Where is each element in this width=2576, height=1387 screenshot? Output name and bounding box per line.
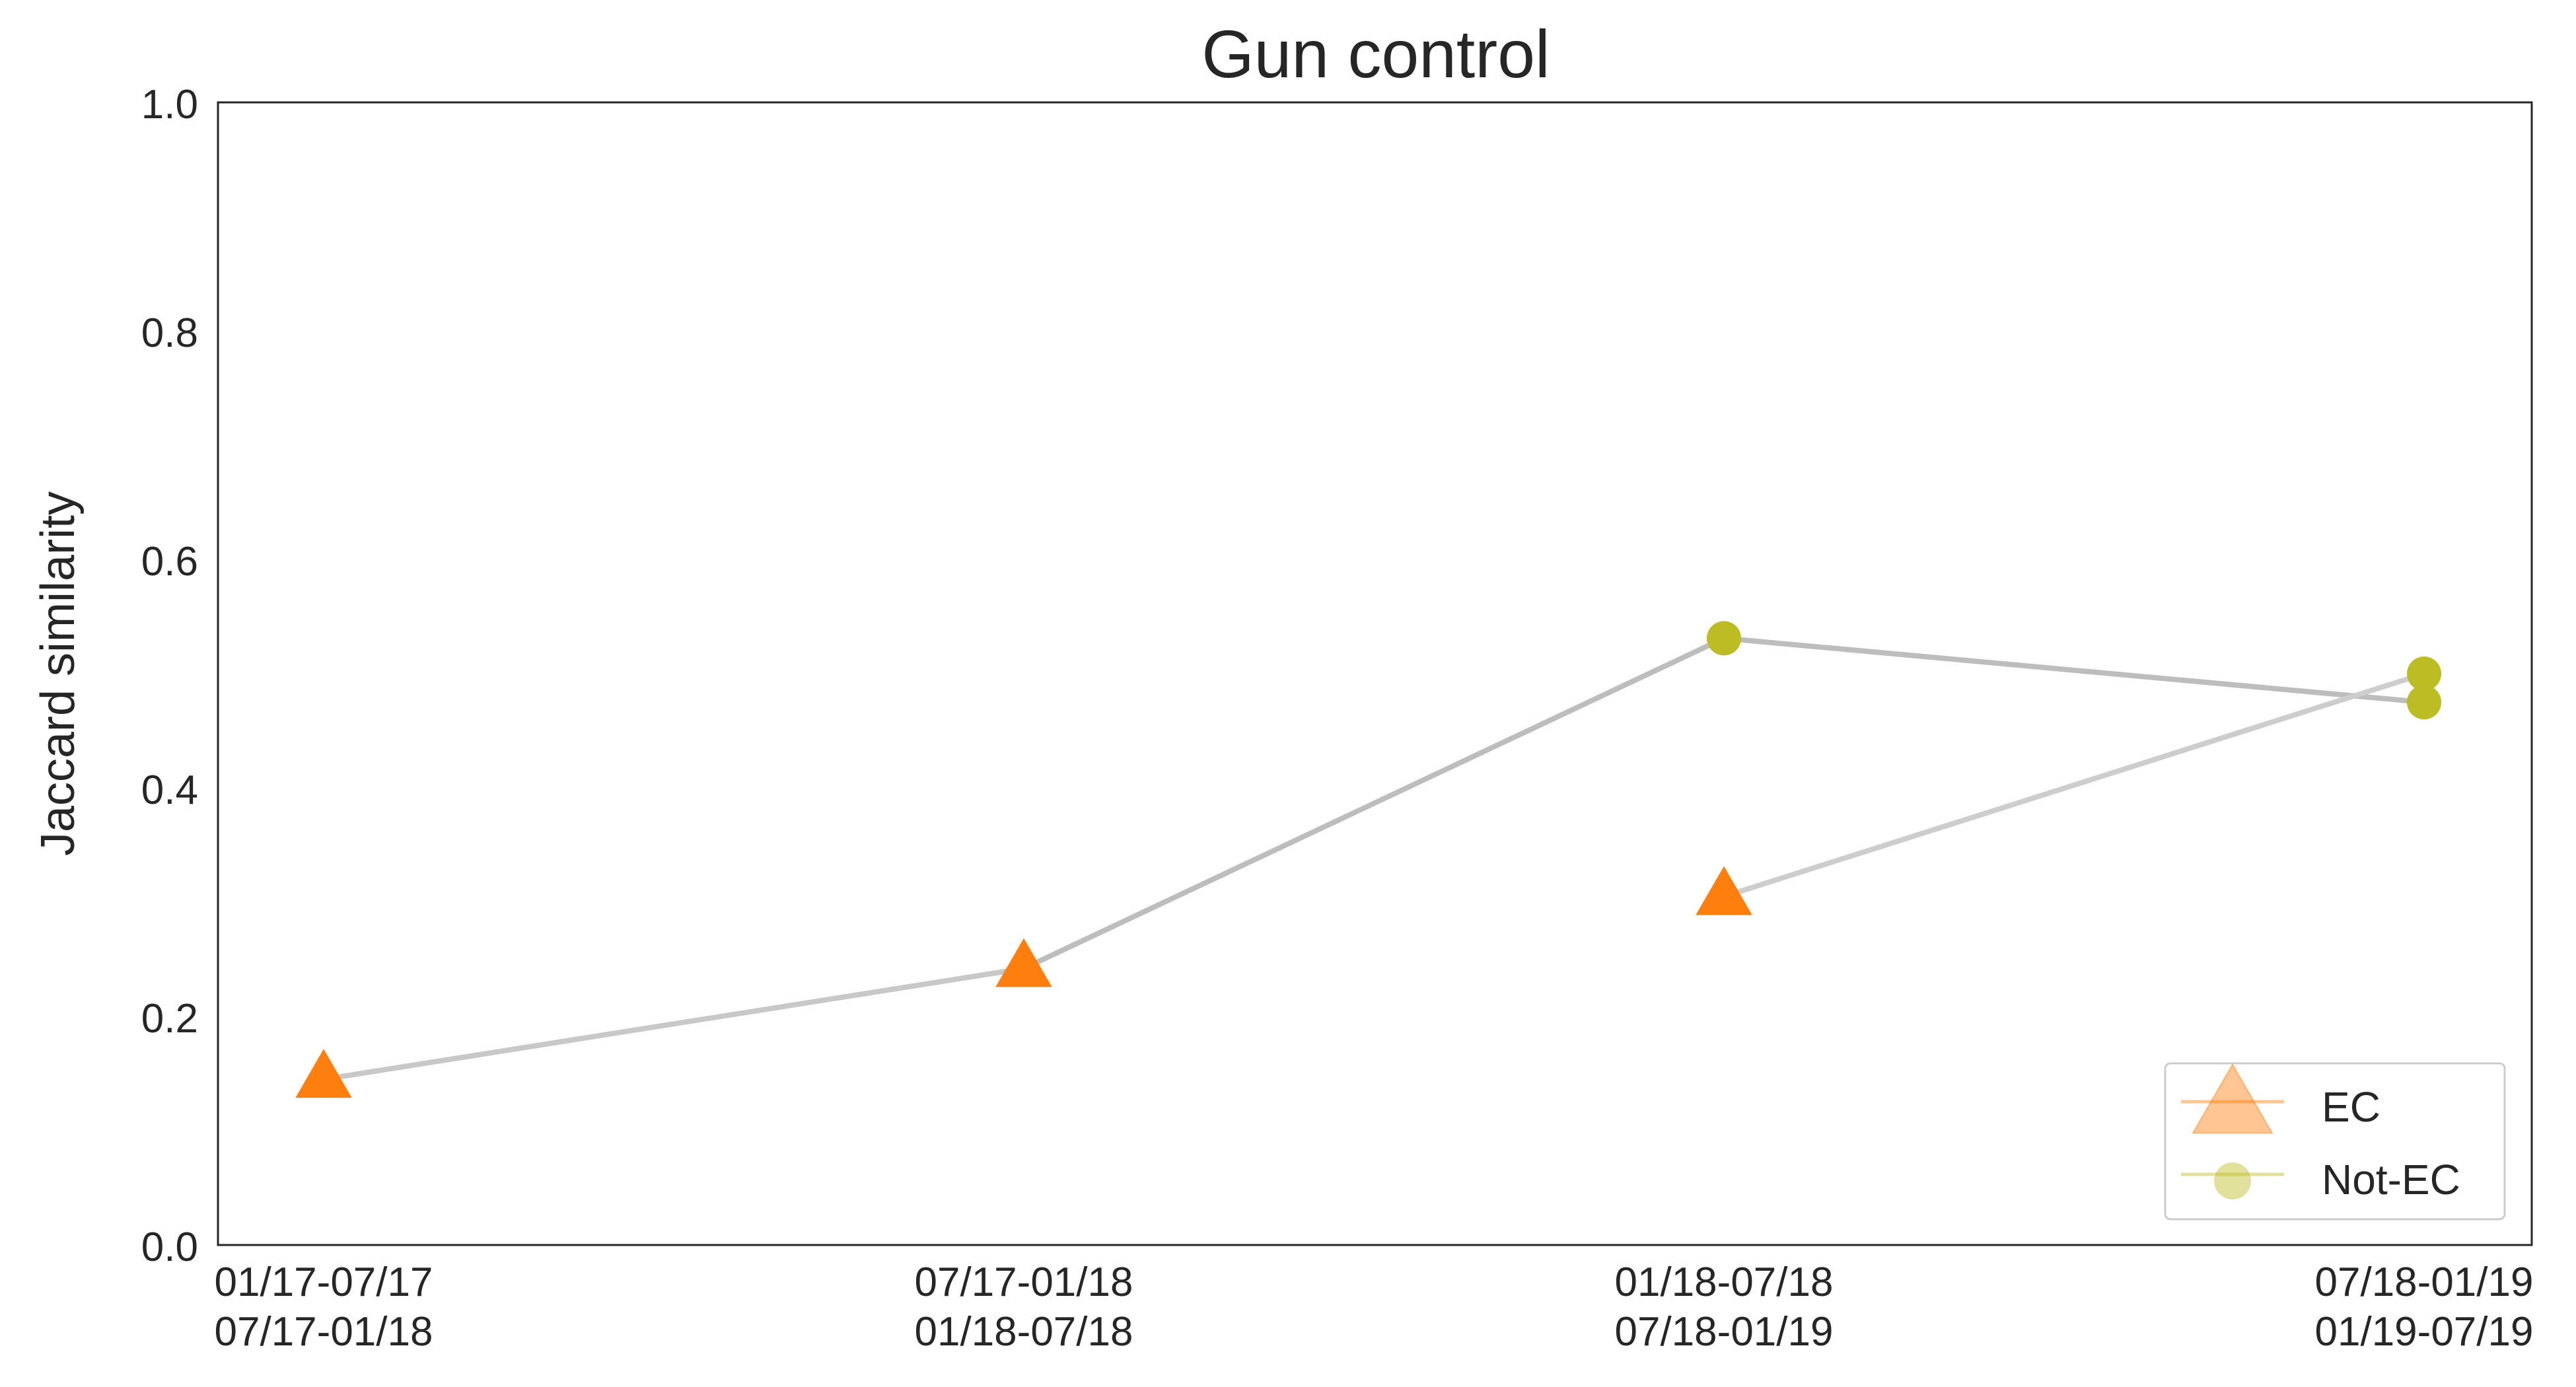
y-tick-label: 0.2	[141, 996, 198, 1042]
series-line	[1721, 671, 2427, 900]
legend: EC Not-EC	[2164, 1062, 2506, 1221]
legend-marker-ec	[2192, 1063, 2273, 1134]
plot-frame	[217, 101, 2533, 1246]
series-line	[1021, 635, 2427, 972]
data-point-not-ec	[1707, 621, 1741, 656]
data-point-not-ec	[2407, 657, 2441, 691]
series-lines	[321, 635, 2427, 1083]
x-tick-label: 07/18-01/19	[2315, 1260, 2534, 1305]
y-axis-ticks: 0.0 0.2 0.4 0.6 0.8 1.0	[141, 82, 198, 1270]
legend-box	[2164, 1062, 2506, 1221]
data-point-ec	[995, 938, 1052, 987]
y-tick-label: 0.6	[141, 539, 198, 585]
x-tick-label: 01/17-07/17	[215, 1260, 433, 1305]
legend-marker-not-ec	[2214, 1162, 2251, 1199]
chart-title: Gun control	[1201, 17, 1550, 92]
data-point-not-ec	[2407, 685, 2441, 720]
y-tick-label: 0.8	[141, 310, 198, 356]
data-point-ec	[1696, 866, 1752, 915]
x-axis-ticks: 01/17-07/1707/17-01/1807/17-01/1801/18-0…	[215, 1260, 2534, 1355]
x-tick-label: 07/18-01/19	[1615, 1309, 1834, 1355]
series-line	[321, 966, 1026, 1083]
y-tick-label: 0.4	[141, 767, 198, 813]
legend-label: Not-EC	[2322, 1156, 2460, 1203]
x-tick-label: 01/19-07/19	[2315, 1309, 2534, 1355]
data-point-ec	[295, 1049, 352, 1098]
x-tick-label: 01/18-07/18	[915, 1309, 1133, 1355]
series-markers	[295, 621, 2441, 1098]
legend-label: EC	[2322, 1083, 2380, 1131]
y-tick-label: 1.0	[141, 82, 198, 127]
y-tick-label: 0.0	[141, 1225, 198, 1270]
y-axis-label: Jaccard similarity	[32, 491, 85, 856]
x-tick-label: 07/17-01/18	[915, 1260, 1133, 1305]
x-tick-label: 01/18-07/18	[1615, 1260, 1834, 1305]
x-tick-label: 07/17-01/18	[215, 1309, 433, 1355]
